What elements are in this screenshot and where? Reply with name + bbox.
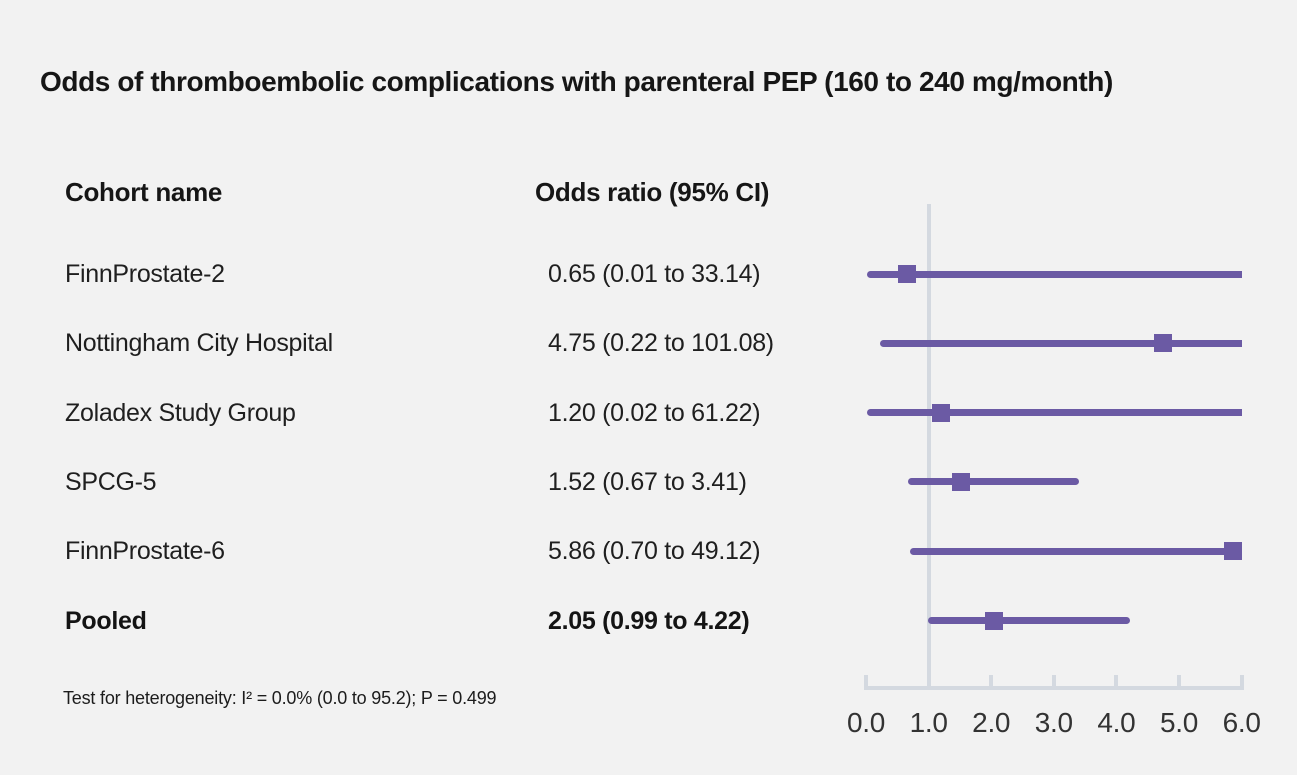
or-marker [952, 472, 971, 491]
or-value: 5.86 (0.70 to 49.12) [548, 537, 761, 566]
x-axis-tick [1051, 675, 1056, 686]
or-value: 0.65 (0.01 to 33.14) [548, 260, 761, 288]
cohort-label: Zoladex Study Group [65, 398, 296, 427]
cohort-label: FinnProstate-6 [65, 537, 225, 566]
ci-line [927, 617, 1131, 624]
or-value: 2.05 (0.99 to 4.22) [548, 606, 750, 635]
ci-line [879, 339, 1242, 347]
ci-line [907, 478, 1080, 486]
or-marker [932, 403, 951, 422]
x-axis-tick [864, 675, 868, 686]
x-axis-tick-label: 2.0 [972, 707, 1011, 738]
x-axis-tick-label: 4.0 [1097, 707, 1136, 738]
or-marker [985, 611, 1004, 630]
ci-line [867, 409, 1242, 417]
x-axis-tick [1114, 675, 1119, 686]
cohort-label: SPCG-5 [65, 467, 157, 496]
x-axis-tick [989, 675, 994, 686]
x-axis-tick-label: 6.0 [1222, 707, 1261, 738]
x-axis-tick [1239, 675, 1244, 686]
or-marker [897, 265, 916, 283]
or-value: 1.20 (0.02 to 61.22) [548, 398, 761, 427]
x-axis-tick [1177, 675, 1181, 686]
column-header-cohort-name: Cohort name [65, 177, 223, 207]
or-value: 4.75 (0.22 to 101.08) [548, 329, 774, 358]
x-axis-tick [926, 675, 931, 686]
cohort-label: Nottingham City Hospital [65, 329, 333, 358]
or-value: 1.52 (0.67 to 3.41) [548, 467, 747, 496]
ci-line [909, 547, 1242, 555]
column-header-odds-ratio: Odds ratio (95% CI) [535, 177, 770, 207]
x-axis-tick-label: 0.0 [846, 707, 886, 738]
reference-line [926, 204, 931, 690]
chart-title: Odds of thromboembolic complications wit… [40, 66, 1113, 97]
x-axis-line [864, 686, 1244, 690]
x-axis-tick-label: 1.0 [909, 707, 948, 738]
heterogeneity-footnote: Test for heterogeneity: I² = 0.0% (0.0 t… [63, 688, 497, 708]
cohort-label: Pooled [65, 606, 147, 635]
x-axis-tick-label: 5.0 [1159, 707, 1199, 738]
cohort-label: FinnProstate-2 [65, 260, 225, 288]
ci-line [866, 270, 1242, 278]
or-marker [1154, 334, 1173, 353]
or-marker [1223, 542, 1242, 561]
x-axis-tick-label: 3.0 [1034, 707, 1073, 738]
